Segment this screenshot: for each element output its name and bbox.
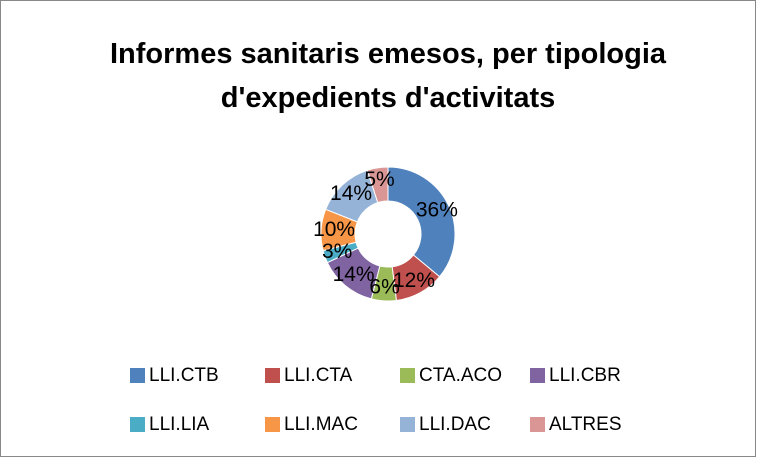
data-label: 14%	[333, 263, 375, 286]
legend-label: LLI.CTB	[149, 365, 219, 386]
legend-label: LLI.DAC	[419, 414, 491, 435]
chart-title: Informes sanitaris emesos, per tipologia…	[110, 38, 666, 114]
data-label: 5%	[364, 168, 394, 191]
data-label: 3%	[322, 240, 352, 263]
legend-swatch	[130, 417, 145, 432]
legend-swatch	[530, 417, 545, 432]
legend-label: CTA.ACO	[419, 365, 502, 386]
legend-swatch	[265, 417, 280, 432]
legend-swatch	[265, 368, 280, 383]
legend-label: LLI.LIA	[149, 414, 210, 435]
legend-label: LLI.MAC	[284, 414, 358, 435]
data-label: 12%	[393, 269, 435, 292]
legend-swatch	[130, 368, 145, 383]
data-label: 14%	[330, 182, 372, 205]
legend-label: LLI.CBR	[549, 365, 621, 386]
legend-swatch	[400, 368, 415, 383]
legend-swatch	[400, 417, 415, 432]
legend-label: ALTRES	[549, 414, 622, 435]
data-label: 10%	[313, 218, 355, 241]
legend-label: LLI.CTA	[284, 365, 353, 386]
data-label: 36%	[416, 199, 458, 222]
donut-slice	[366, 166, 389, 204]
donut-slice	[387, 166, 456, 278]
legend-swatch	[530, 368, 545, 383]
data-label: 6%	[369, 275, 399, 298]
